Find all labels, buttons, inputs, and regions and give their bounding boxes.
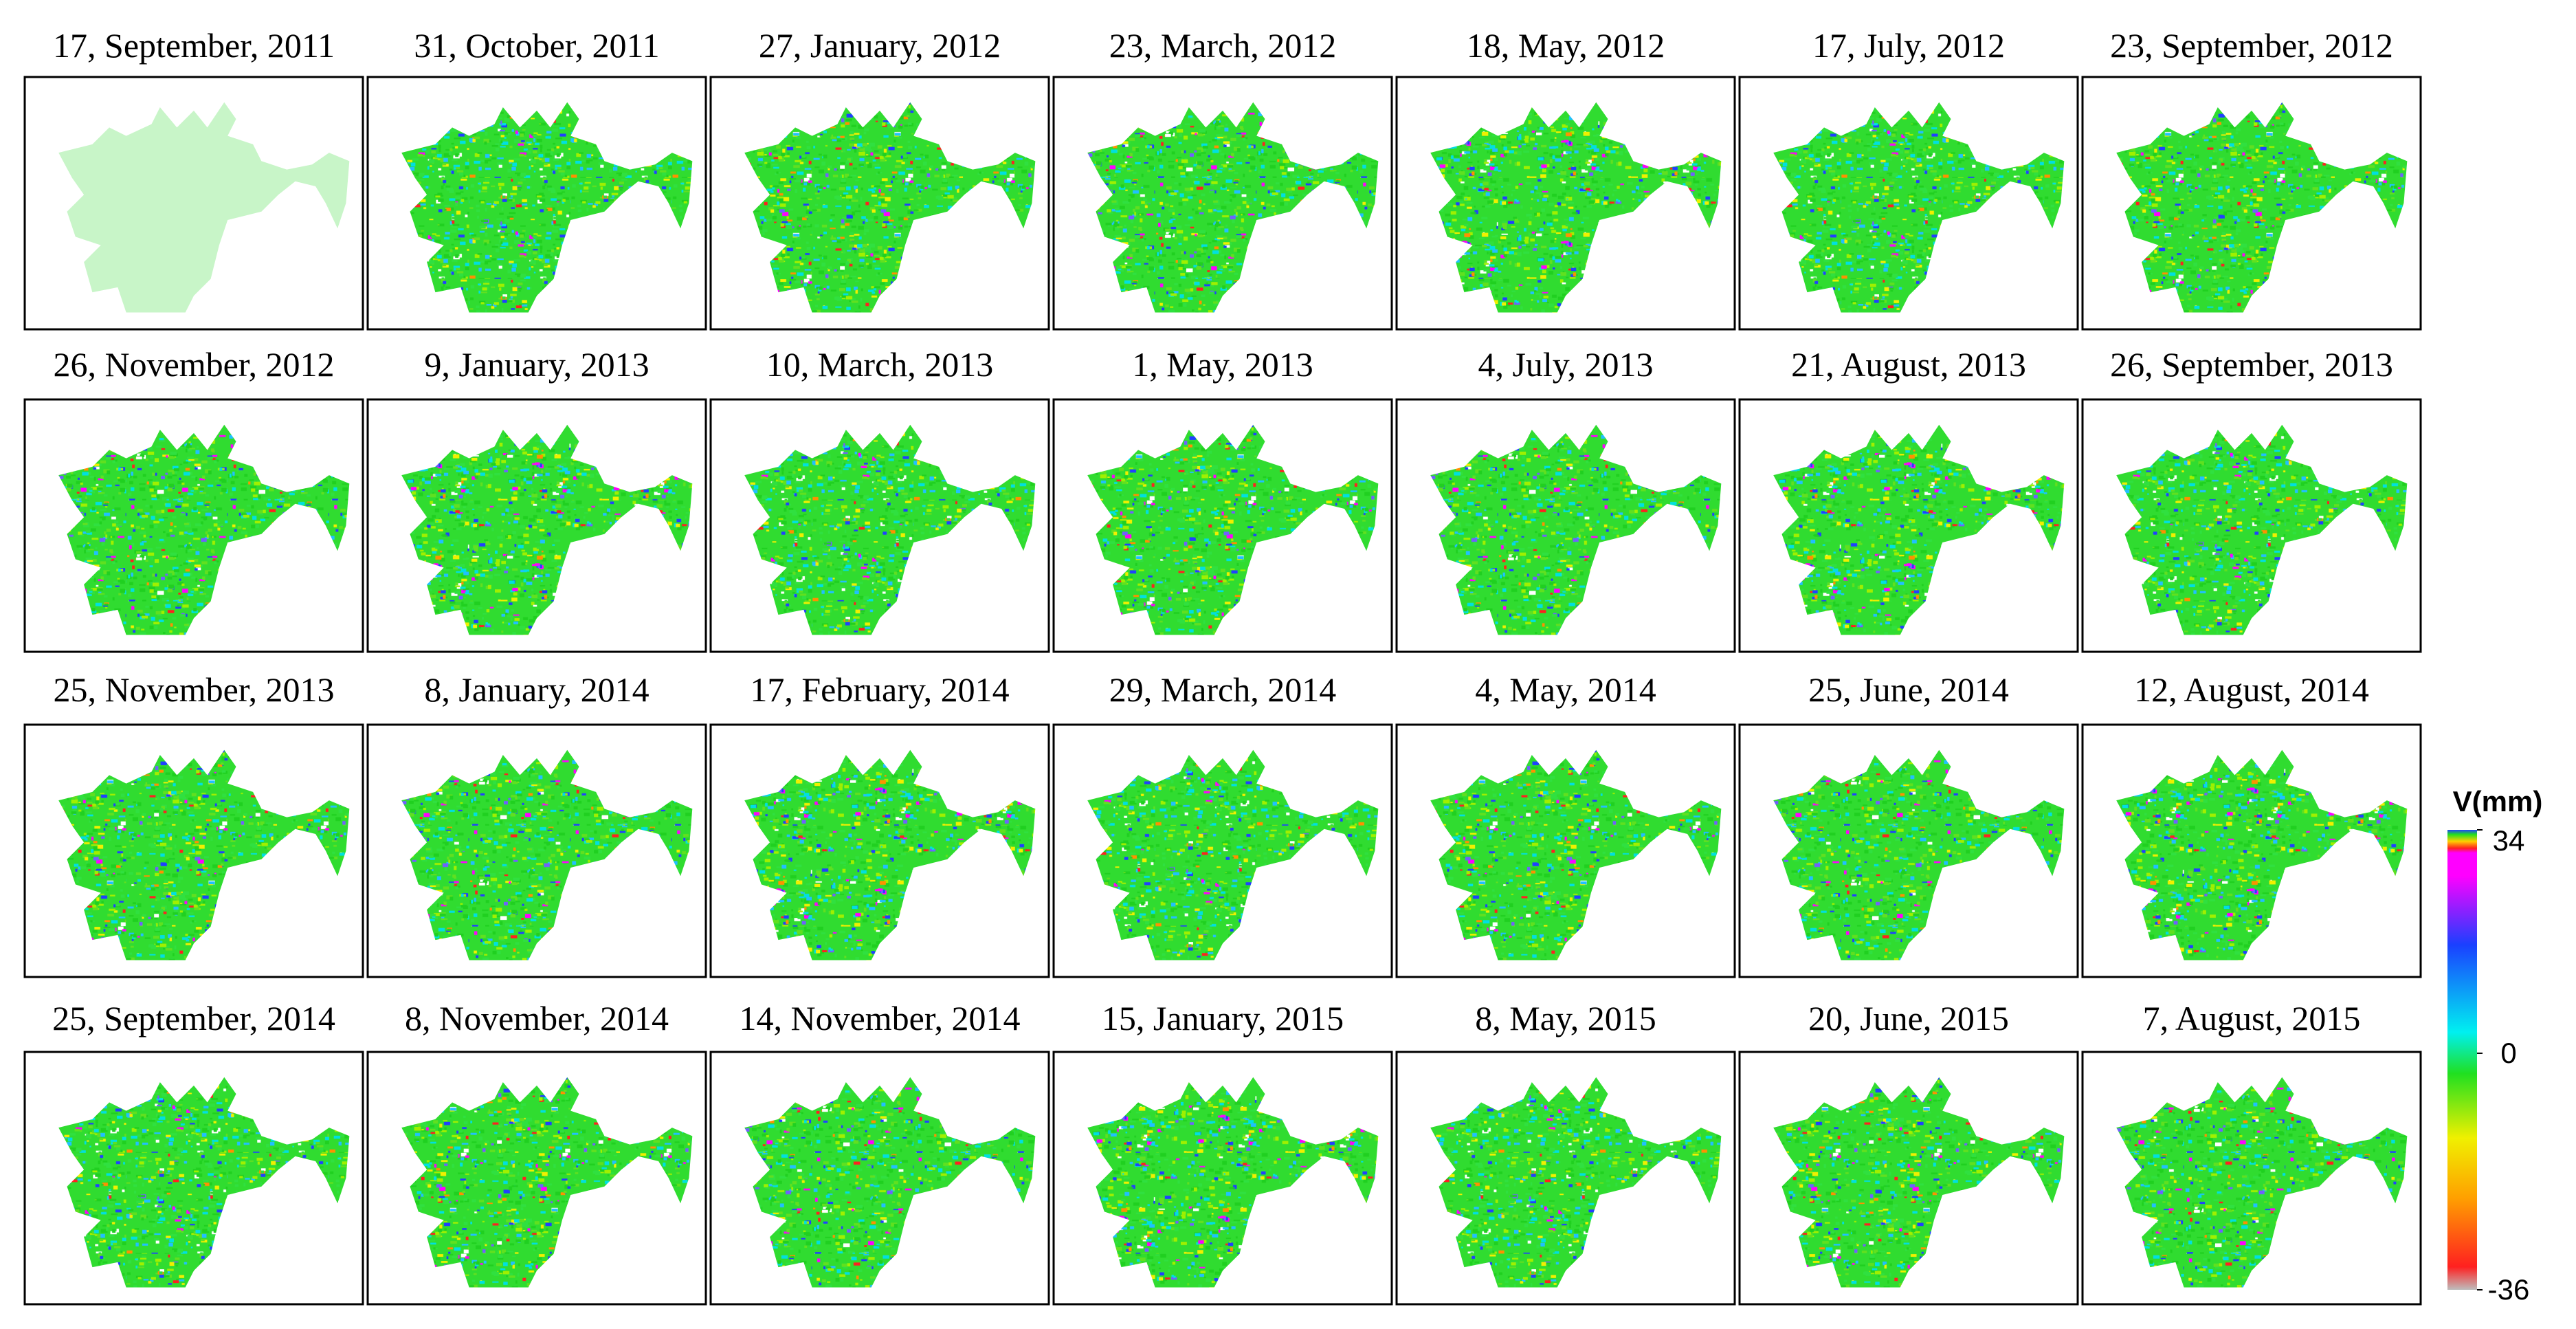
panel-title: 23, September, 2012 <box>2110 26 2393 65</box>
panel-title: 7, August, 2015 <box>2143 999 2361 1037</box>
deformation-map <box>1773 1077 2065 1288</box>
panel-title: 17, February, 2014 <box>750 670 1009 709</box>
map-panel <box>711 399 1049 652</box>
map-panel <box>25 77 363 329</box>
panel-title: 15, January, 2015 <box>1102 999 1344 1037</box>
map-panel <box>1740 77 2078 329</box>
colorbar-tick-label: 34 <box>2493 824 2525 857</box>
map-panel <box>1054 399 1392 652</box>
panel-title: 25, September, 2014 <box>52 999 335 1037</box>
deformation-map <box>1430 1077 1722 1288</box>
map-panel <box>368 1052 706 1304</box>
deformation-map <box>58 102 350 313</box>
map-panel <box>1397 1052 1735 1304</box>
map-panel <box>1740 1052 2078 1304</box>
panel-title: 8, May, 2015 <box>1475 999 1656 1037</box>
map-panel <box>1740 399 2078 652</box>
deformation-map <box>1087 1077 1379 1288</box>
panel-title: 8, November, 2014 <box>405 999 669 1037</box>
deformation-map <box>1087 102 1379 313</box>
deformation-map <box>1430 424 1722 635</box>
deformation-map <box>1773 749 2065 960</box>
panel-title: 12, August, 2014 <box>2134 670 2369 709</box>
panel-title: 29, March, 2014 <box>1109 670 1337 709</box>
panel-title: 10, March, 2013 <box>766 345 994 384</box>
colorbar-tick-label: 0 <box>2500 1037 2516 1069</box>
panel-title: 25, November, 2013 <box>53 670 334 709</box>
panel-title: 21, August, 2013 <box>1791 345 2026 384</box>
deformation-map <box>2116 424 2408 635</box>
map-panel <box>1397 725 1735 977</box>
panel-title: 26, November, 2012 <box>53 345 334 384</box>
panel-title: 14, November, 2014 <box>739 999 1020 1037</box>
deformation-map <box>401 102 693 313</box>
colorbar <box>2447 830 2477 1290</box>
panel-title: 17, September, 2011 <box>53 26 335 65</box>
map-panel <box>25 1052 363 1304</box>
deformation-map <box>1773 424 2065 635</box>
deformation-map <box>58 424 350 635</box>
map-panel <box>2083 1052 2421 1304</box>
deformation-map <box>744 424 1036 635</box>
panel-title: 26, September, 2013 <box>2110 345 2393 384</box>
map-panel <box>2083 399 2421 652</box>
panel-title: 17, July, 2012 <box>1812 26 2005 65</box>
map-panel <box>1054 77 1392 329</box>
map-panel <box>1397 399 1735 652</box>
map-panel <box>368 399 706 652</box>
map-panel <box>25 399 363 652</box>
map-panel <box>1054 725 1392 977</box>
deformation-map <box>744 1077 1036 1288</box>
panel-title: 20, June, 2015 <box>1808 999 2009 1037</box>
panel-title: 8, January, 2014 <box>424 670 649 709</box>
deformation-map <box>2116 1077 2408 1288</box>
map-panel <box>368 77 706 329</box>
panel-title: 27, January, 2012 <box>759 26 1001 65</box>
map-panel <box>711 1052 1049 1304</box>
deformation-map <box>744 102 1036 313</box>
map-panel <box>2083 77 2421 329</box>
deformation-map <box>58 1077 350 1288</box>
map-panel <box>1054 1052 1392 1304</box>
deformation-map <box>401 749 693 960</box>
map-panel <box>711 725 1049 977</box>
deformation-map <box>58 749 350 960</box>
colorbar-label: V(mm) <box>2453 785 2543 817</box>
deformation-map <box>1087 749 1379 960</box>
panel-title: 23, March, 2012 <box>1109 26 1337 65</box>
map-panel <box>25 725 363 977</box>
map-panel <box>1397 77 1735 329</box>
deformation-map <box>401 1077 693 1288</box>
colorbar-tick-label: -36 <box>2488 1273 2530 1306</box>
panel-title: 25, June, 2014 <box>1808 670 2009 709</box>
panel-title: 4, July, 2013 <box>1478 345 1653 384</box>
map-panel <box>1740 725 2078 977</box>
panel-title: 9, January, 2013 <box>424 345 649 384</box>
deformation-map <box>2116 102 2408 313</box>
deformation-map <box>744 749 1036 960</box>
deformation-map <box>1430 749 1722 960</box>
map-panel <box>2083 725 2421 977</box>
deformation-map <box>1773 102 2065 313</box>
deformation-map <box>401 424 693 635</box>
deformation-map <box>1430 102 1722 313</box>
deformation-map <box>1087 424 1379 635</box>
panel-title: 31, October, 2011 <box>414 26 659 65</box>
panel-title: 1, May, 2013 <box>1132 345 1313 384</box>
map-panel <box>368 725 706 977</box>
map-panel <box>711 77 1049 329</box>
panel-title: 4, May, 2014 <box>1475 670 1656 709</box>
deformation-map <box>2116 749 2408 960</box>
panel-title: 18, May, 2012 <box>1467 26 1665 65</box>
